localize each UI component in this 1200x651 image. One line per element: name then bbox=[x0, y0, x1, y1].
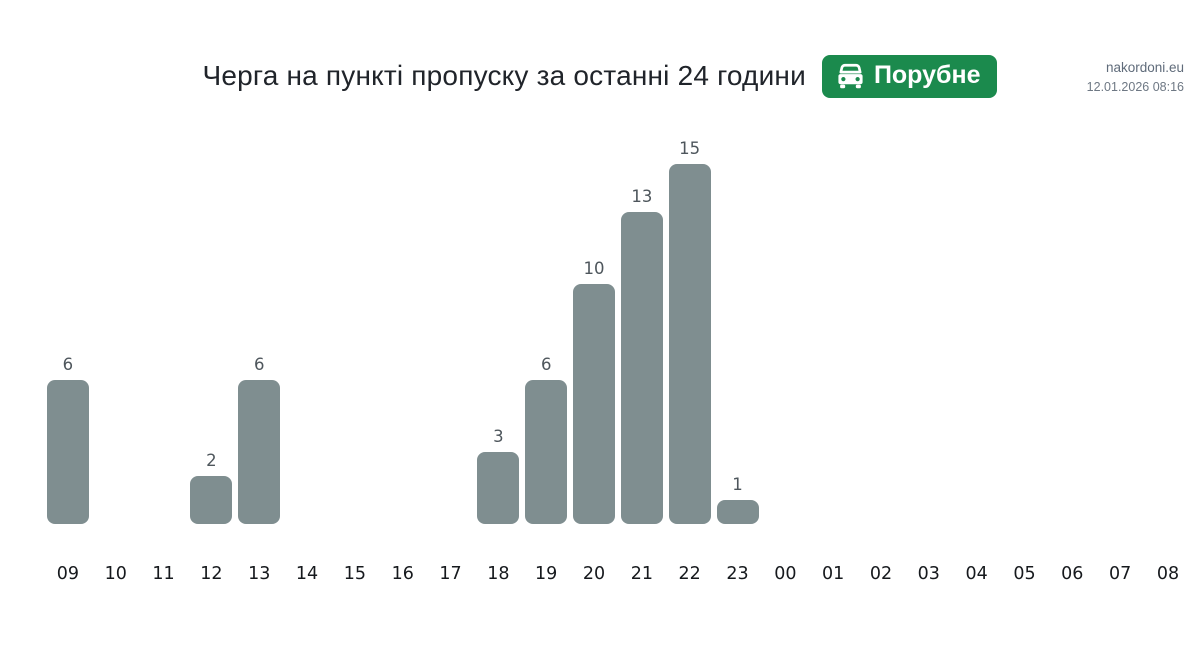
bar-zone: 10 bbox=[573, 132, 616, 524]
bar-value-label: 3 bbox=[493, 426, 504, 446]
chart-column: 01 bbox=[809, 132, 857, 584]
chart-column: 1 23 bbox=[714, 132, 762, 584]
x-axis-label: 20 bbox=[582, 564, 606, 584]
x-axis-label: 00 bbox=[774, 564, 797, 584]
bar-zone: 1 bbox=[716, 132, 759, 524]
x-axis-label: 04 bbox=[965, 564, 988, 584]
bar-zone: 15 bbox=[668, 132, 711, 524]
page: nakordoni.eu 12.01.2026 08:16 Черга на п… bbox=[0, 52, 1200, 651]
x-axis-label: 07 bbox=[1108, 564, 1132, 584]
bar-value-label: 15 bbox=[679, 138, 701, 158]
x-axis-label: 03 bbox=[917, 564, 940, 584]
chart-column: 15 bbox=[331, 132, 379, 584]
x-axis-label: 06 bbox=[1061, 564, 1084, 584]
chart-column: 3 18 bbox=[474, 132, 522, 584]
title-row: Черга на пункті пропуску за останні 24 г… bbox=[0, 52, 1200, 100]
chart-column: 14 bbox=[283, 132, 331, 584]
meta-block: nakordoni.eu 12.01.2026 08:16 bbox=[1087, 60, 1184, 97]
x-axis-label: 02 bbox=[869, 564, 893, 584]
chart-column: 17 bbox=[427, 132, 475, 584]
x-axis-label: 09 bbox=[56, 564, 80, 584]
bar bbox=[573, 284, 616, 524]
page-title: Черга на пункті пропуску за останні 24 г… bbox=[202, 60, 806, 91]
x-axis-label: 15 bbox=[343, 564, 367, 584]
chart-column: 11 bbox=[140, 132, 188, 584]
bar-zone: 3 bbox=[477, 132, 520, 524]
chart-column: 6 19 bbox=[522, 132, 570, 584]
bar bbox=[620, 212, 663, 524]
chart-column: 6 09 bbox=[44, 132, 92, 584]
x-axis-label: 21 bbox=[630, 564, 653, 584]
bar-zone: 6 bbox=[238, 132, 281, 524]
x-axis-label: 17 bbox=[439, 564, 462, 584]
x-axis-label: 14 bbox=[295, 564, 319, 584]
x-axis-label: 19 bbox=[535, 564, 558, 584]
chart-column: 10 bbox=[92, 132, 140, 584]
bar-zone: 6 bbox=[525, 132, 568, 524]
x-axis-label: 18 bbox=[487, 564, 510, 584]
bar-zone: 2 bbox=[190, 132, 233, 524]
chart-column: 03 bbox=[905, 132, 953, 584]
x-axis-label: 10 bbox=[104, 564, 127, 584]
x-axis-label: 16 bbox=[391, 564, 414, 584]
x-axis-label: 08 bbox=[1156, 564, 1180, 584]
bar-zone: 13 bbox=[620, 132, 663, 524]
bar bbox=[190, 476, 233, 524]
x-axis-label: 22 bbox=[678, 564, 701, 584]
x-axis-label: 13 bbox=[248, 564, 271, 584]
bar-value-label: 1 bbox=[732, 474, 743, 494]
chart-column: 04 bbox=[953, 132, 1001, 584]
bar-value-label: 6 bbox=[540, 354, 552, 374]
checkpoint-badge[interactable]: Порубне bbox=[821, 54, 998, 98]
car-front-icon bbox=[836, 63, 865, 89]
bar-value-label: 6 bbox=[62, 354, 74, 374]
timestamp: 12.01.2026 08:16 bbox=[1086, 79, 1184, 94]
bar-value-label: 2 bbox=[206, 450, 217, 470]
bar-zone: 6 bbox=[46, 132, 89, 524]
chart-column: 05 bbox=[1001, 132, 1049, 584]
chart-column: 08 bbox=[1144, 132, 1192, 584]
chart-column: 02 bbox=[857, 132, 905, 584]
x-axis-label: 23 bbox=[726, 564, 749, 584]
chart-column: 6 13 bbox=[235, 132, 283, 584]
x-axis-label: 05 bbox=[1013, 564, 1036, 584]
bar-chart: 6 09 10 11 2 12 6 13 14 15 16 17 3 18 6 19 10 20 13 21 15 22 1… bbox=[44, 132, 1192, 584]
chart-column: 16 bbox=[379, 132, 427, 584]
bar-value-label: 10 bbox=[583, 258, 605, 278]
bar-value-label: 6 bbox=[253, 354, 265, 374]
bar bbox=[668, 164, 711, 524]
chart-column: 15 22 bbox=[666, 132, 714, 584]
bar bbox=[238, 380, 281, 524]
chart-column: 10 20 bbox=[570, 132, 618, 584]
chart-column: 07 bbox=[1096, 132, 1144, 584]
bar bbox=[716, 500, 759, 524]
site-link[interactable]: nakordoni.eu bbox=[1105, 60, 1184, 75]
x-axis-label: 11 bbox=[152, 564, 175, 584]
bar bbox=[525, 380, 568, 524]
chart-column: 06 bbox=[1048, 132, 1096, 584]
chart-column: 13 21 bbox=[618, 132, 666, 584]
bar bbox=[46, 380, 89, 524]
x-axis-label: 01 bbox=[822, 564, 845, 584]
bar-value-label: 13 bbox=[631, 186, 653, 206]
chart-column: 00 bbox=[761, 132, 809, 584]
chart-column: 2 12 bbox=[187, 132, 235, 584]
bar bbox=[477, 452, 520, 524]
x-axis-label: 12 bbox=[200, 564, 223, 584]
checkpoint-badge-label: Порубне bbox=[873, 61, 981, 89]
